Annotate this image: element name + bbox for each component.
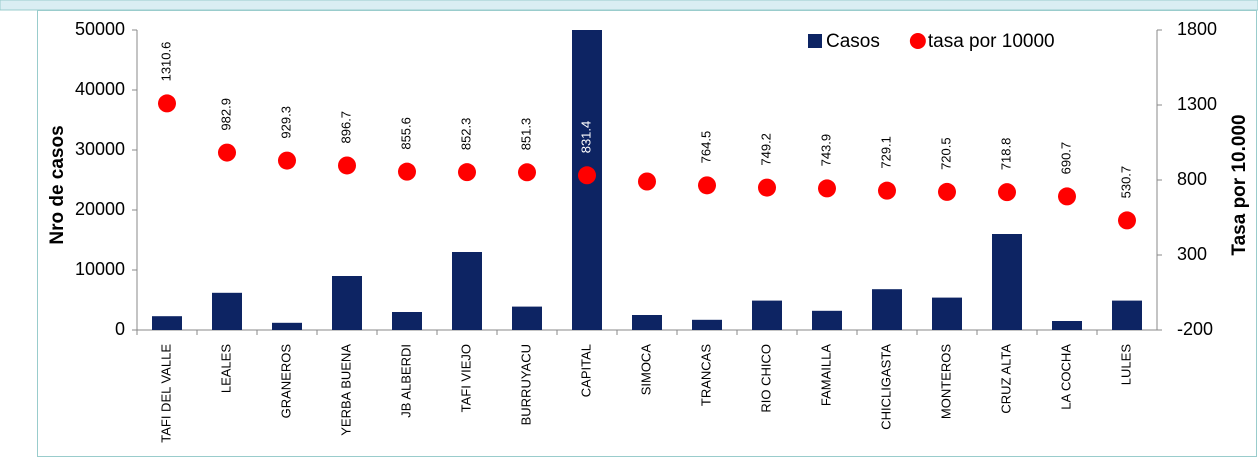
bar	[1052, 321, 1082, 330]
x-tick-label: TAFI DEL VALLE	[158, 344, 173, 443]
value-label: 982.9	[218, 98, 233, 131]
y-tick-label: 40000	[75, 79, 125, 99]
x-tick-label: FAMAILLA	[818, 344, 833, 406]
point	[518, 163, 536, 182]
point	[698, 176, 716, 195]
x-tick-label: RIO CHICO	[758, 344, 773, 413]
value-label: 729.1	[878, 136, 893, 169]
bar	[812, 310, 842, 330]
x-tick-label: CAPITAL	[578, 344, 593, 397]
bar	[632, 315, 662, 330]
x-tick-label: JB ALBERDI	[398, 344, 413, 418]
x-tick-label: TAFI VIEJO	[458, 344, 473, 412]
y2-tick-label: 1800	[1177, 19, 1217, 39]
point	[638, 172, 656, 191]
point	[1118, 211, 1136, 230]
bar	[152, 316, 182, 330]
y-tick-label: 20000	[75, 199, 125, 219]
x-tick-label: CHICLIGASTA	[878, 344, 893, 430]
x-tick-label: LEALES	[218, 344, 233, 393]
value-label: 743.9	[818, 134, 833, 167]
y-tick-label: 30000	[75, 139, 125, 159]
point	[818, 179, 836, 198]
value-label: 831.4	[578, 121, 593, 154]
x-tick-label: SIMOCA	[638, 344, 653, 396]
bar	[272, 322, 302, 330]
y2-tick-label: 300	[1177, 244, 1207, 264]
y2-tick-label: 1300	[1177, 94, 1217, 114]
bar	[512, 306, 542, 330]
legend-swatch	[808, 34, 822, 48]
bar	[992, 234, 1022, 330]
bar	[752, 300, 782, 330]
point	[158, 94, 176, 113]
value-label: 852.3	[458, 118, 473, 151]
x-tick-label: LULES	[1118, 344, 1133, 386]
point	[578, 166, 596, 185]
bar	[212, 292, 242, 330]
point	[458, 163, 476, 182]
value-label: 851.3	[518, 118, 533, 151]
legend-label: Casos	[826, 31, 880, 52]
point	[938, 182, 956, 201]
value-label: 718.8	[998, 138, 1013, 171]
value-label: 749.2	[758, 133, 773, 166]
point	[1058, 187, 1076, 206]
y2-axis-title: Tasa por 10.000	[1229, 114, 1250, 255]
value-label: 896.7	[338, 111, 353, 144]
value-label: 764.5	[698, 131, 713, 164]
bar	[452, 252, 482, 330]
legend-label: tasa por 10000	[928, 31, 1055, 52]
bar	[392, 312, 422, 330]
point	[398, 162, 416, 181]
value-label: 1310.6	[158, 42, 173, 82]
value-label: 690.7	[1058, 142, 1073, 175]
bar	[692, 319, 722, 330]
bar	[872, 289, 902, 330]
header-strip	[0, 0, 1258, 11]
point	[278, 151, 296, 170]
value-label: 530.7	[1118, 166, 1133, 199]
bar	[1112, 300, 1142, 330]
x-tick-label: YERBA BUENA	[338, 344, 353, 436]
y-tick-label: 0	[115, 319, 125, 339]
x-tick-label: TRANCAS	[698, 344, 713, 406]
x-tick-label: GRANEROS	[278, 344, 293, 419]
bar	[332, 276, 362, 330]
point	[878, 181, 896, 200]
value-label: 720.5	[938, 137, 953, 170]
x-tick-label: CRUZ ALTA	[998, 344, 1013, 414]
x-tick-label: LA COCHA	[1058, 344, 1073, 410]
y-tick-label: 50000	[75, 19, 125, 39]
point	[758, 178, 776, 197]
x-tick-label: BURRUYACU	[518, 344, 533, 425]
y2-tick-label: 800	[1177, 169, 1207, 189]
point	[218, 143, 236, 162]
bar	[932, 297, 962, 330]
value-label: 855.6	[398, 117, 413, 150]
y-axis-title: Nro de casos	[47, 125, 68, 244]
x-tick-label: MONTEROS	[938, 344, 953, 419]
legend-swatch	[909, 33, 926, 49]
point	[998, 183, 1016, 202]
y2-tick-label: -200	[1177, 319, 1213, 339]
y-tick-label: 10000	[75, 259, 125, 279]
value-label: 929.3	[278, 106, 293, 139]
point	[338, 156, 356, 175]
